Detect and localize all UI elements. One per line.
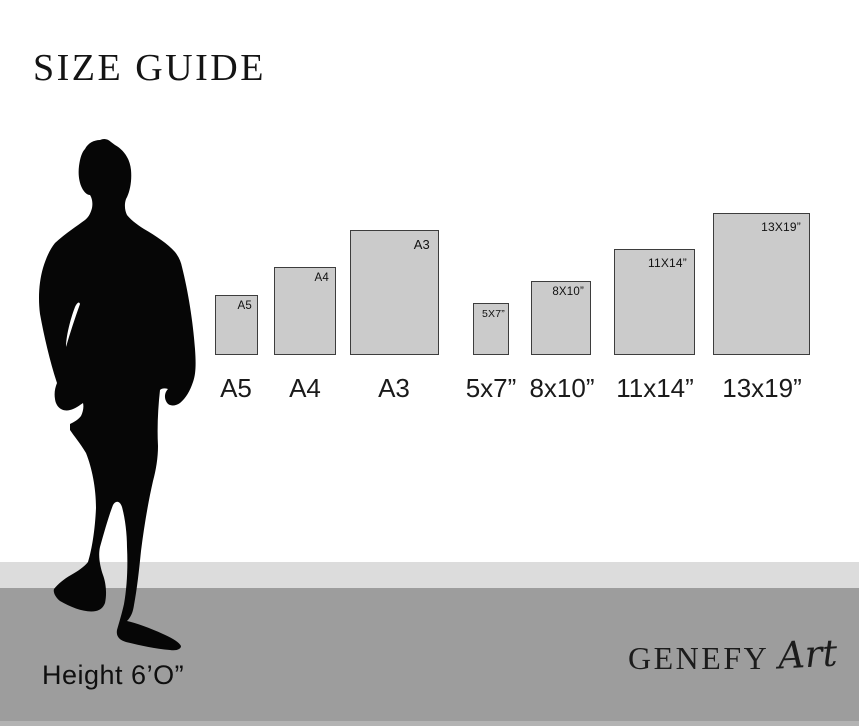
size-caption-13x19: 13x19” [722, 373, 802, 403]
size-caption-8x10: 8x10” [529, 373, 595, 403]
size-tag-a3: A3 [413, 237, 430, 252]
brand-name: GENEFY [628, 640, 770, 676]
size-tag-13x19: 13X19” [761, 220, 801, 234]
size-box-5x7: 5X7” [473, 303, 509, 355]
size-caption-5x7: 5x7” [465, 373, 517, 403]
size-box-11x14: 11X14” [614, 249, 695, 355]
size-box-a3: A3 [350, 230, 439, 355]
figure-height-label: Height 6’O” [42, 660, 185, 690]
size-box-13x19: 13X19” [713, 213, 810, 355]
brand-script: Art [777, 631, 839, 678]
size-box-8x10: 8X10” [531, 281, 591, 355]
size-tag-11x14: 11X14” [647, 256, 687, 270]
floor-bottom-edge [0, 721, 859, 726]
page-title: SIZE GUIDE [33, 47, 266, 89]
size-box-a4: A4 [274, 267, 336, 355]
size-tag-a4: A4 [314, 272, 329, 284]
size-tag-8x10: 8X10” [552, 286, 584, 298]
size-tag-a5: A5 [237, 300, 252, 312]
size-box-a5: A5 [215, 295, 258, 355]
size-caption-11x14: 11x14” [616, 373, 694, 403]
size-caption-a3: A3 [378, 373, 410, 403]
size-caption-a5: A5 [220, 373, 252, 403]
floor-light-band [0, 562, 859, 588]
size-caption-a4: A4 [289, 373, 321, 403]
brand-logo: GENEFY Art [628, 631, 839, 677]
size-tag-5x7: 5X7” [482, 308, 505, 320]
